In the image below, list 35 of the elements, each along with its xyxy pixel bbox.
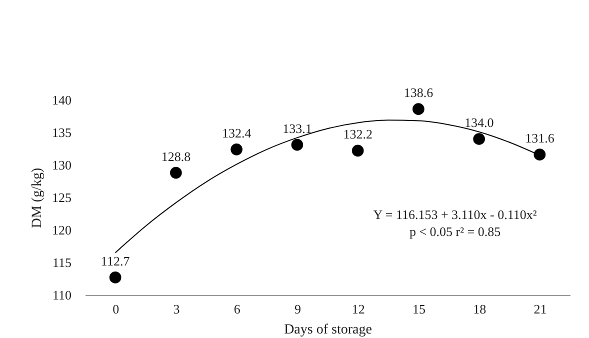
- point: [352, 144, 364, 157]
- point: [534, 148, 546, 161]
- point: [170, 166, 182, 179]
- point: [473, 133, 485, 145]
- point: [412, 103, 424, 116]
- data-label: 131.6: [525, 130, 555, 146]
- y-axis-title: DM (g/kg): [30, 168, 45, 228]
- data-label: 133.1: [282, 120, 312, 136]
- data-label: 112.7: [100, 253, 130, 268]
- data-label: 132.4: [222, 125, 252, 140]
- annotation: Y = 116.153 + 3.110x - 0.110x²: [373, 207, 537, 222]
- y-tick-label: 120: [52, 222, 72, 238]
- data-label: 128.8: [161, 148, 191, 164]
- y-tick-label: 110: [52, 288, 72, 302]
- x-tick-label: 12: [352, 302, 365, 316]
- data-label: 134.0: [464, 115, 494, 130]
- x-tick-label: 6: [234, 302, 241, 316]
- data-label: 138.6: [404, 85, 434, 100]
- y-tick-label: 135: [52, 125, 72, 140]
- x-tick-label: 9: [294, 302, 301, 316]
- x-tick-label: 18: [473, 302, 486, 316]
- x-tick-label: 0: [112, 302, 120, 316]
- annotation: p < 0.05 r² = 0.85: [409, 224, 501, 239]
- point: [291, 138, 304, 151]
- y-tick-label: 140: [52, 92, 72, 108]
- x-tick-label: 21: [534, 302, 547, 316]
- y-tick-label: 125: [52, 190, 72, 205]
- data-label: 132.2: [343, 126, 372, 142]
- point: [230, 143, 242, 156]
- x-axis-title: Days of storage: [284, 322, 372, 338]
- x-tick-label: 3: [173, 302, 180, 316]
- x-tick-label: 15: [412, 302, 426, 316]
- point: [109, 272, 122, 284]
- y-tick-label: 115: [52, 255, 72, 270]
- y-tick-label: 130: [52, 158, 72, 172]
